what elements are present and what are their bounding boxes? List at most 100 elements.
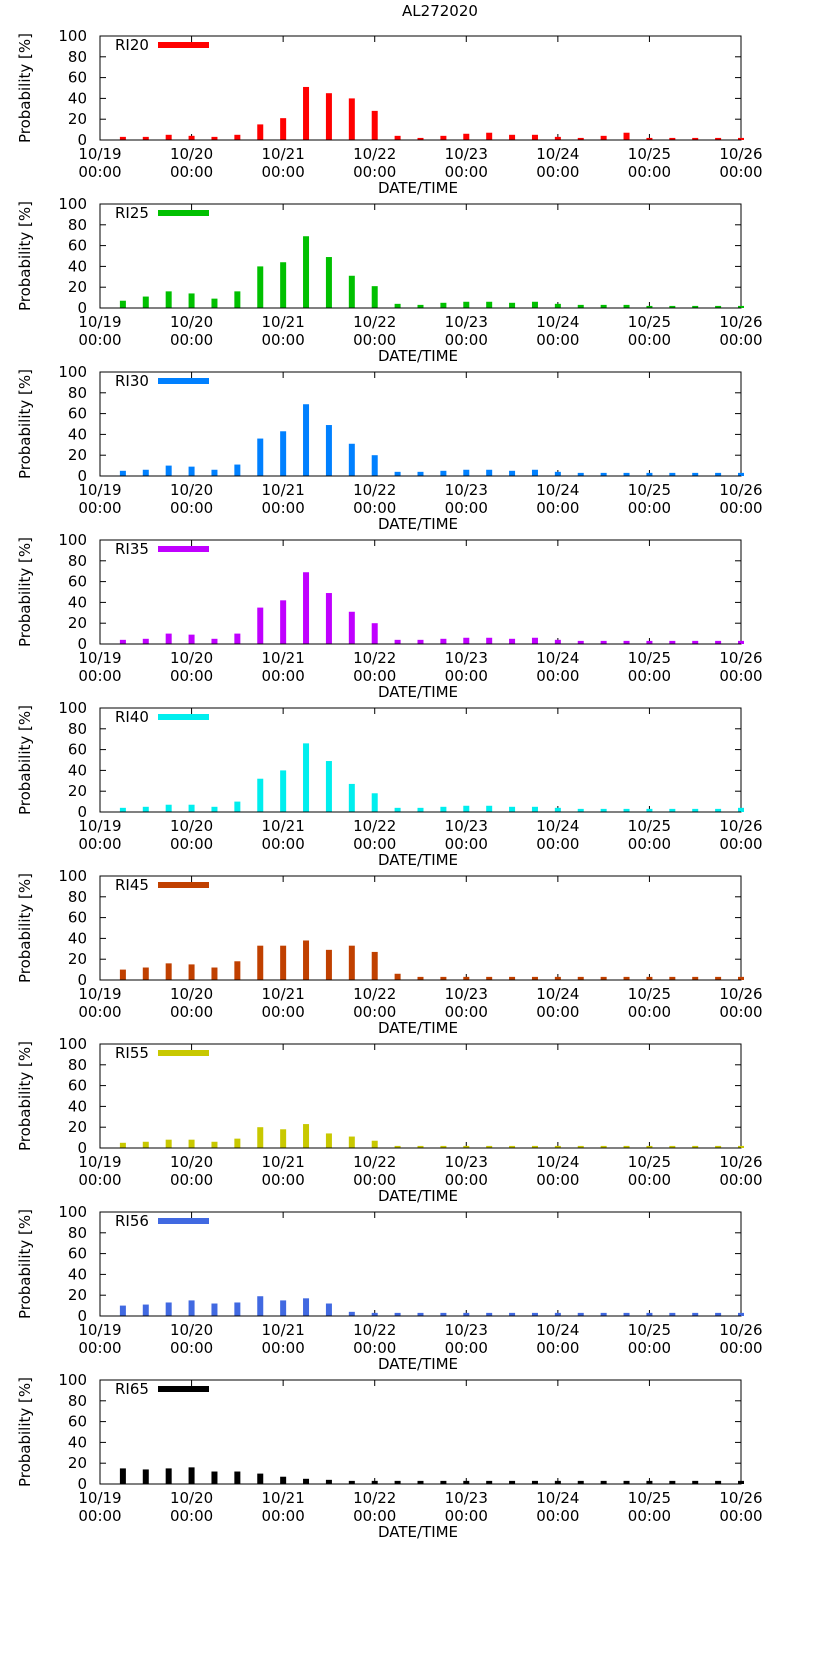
bar — [623, 132, 630, 140]
bar — [738, 1145, 744, 1148]
bar — [394, 471, 401, 476]
bar — [371, 110, 378, 140]
bar — [463, 133, 470, 140]
bar — [142, 967, 149, 980]
bar — [303, 86, 310, 140]
bar — [394, 973, 401, 980]
x-tick-label-date: 10/23 — [445, 1489, 488, 1507]
panel-ri35: 02040608010010/1900:0010/2000:0010/2100:… — [16, 531, 763, 701]
x-tick-label-date: 10/26 — [719, 313, 762, 331]
bar — [509, 806, 516, 812]
x-tick-label-time: 00:00 — [628, 499, 671, 517]
bar — [577, 976, 584, 980]
x-tick-label-time: 00:00 — [353, 835, 396, 853]
bar — [692, 808, 699, 812]
bar — [280, 1476, 287, 1484]
bar — [646, 1480, 653, 1484]
x-tick-label-date: 10/23 — [445, 1153, 488, 1171]
bar — [486, 1312, 493, 1316]
bar — [280, 945, 287, 980]
bar — [165, 291, 172, 308]
x-tick-label-time: 00:00 — [445, 163, 488, 181]
bar — [211, 806, 218, 812]
y-tick-label: 40 — [68, 257, 87, 275]
x-tick-label-date: 10/24 — [536, 1321, 579, 1339]
x-tick-label-date: 10/23 — [445, 1321, 488, 1339]
bar — [371, 286, 378, 308]
x-tick-label-date: 10/20 — [170, 985, 213, 1003]
x-tick-label-time: 00:00 — [262, 835, 305, 853]
x-tick-label-time: 00:00 — [536, 1003, 579, 1021]
bar — [188, 804, 195, 812]
x-tick-label-date: 10/19 — [78, 1321, 121, 1339]
bar — [623, 1312, 630, 1316]
bar — [646, 1145, 653, 1148]
bar — [531, 1480, 538, 1484]
x-axis-title: DATE/TIME — [378, 1355, 458, 1373]
bar — [119, 807, 126, 812]
x-tick-label-date: 10/19 — [78, 649, 121, 667]
bar — [531, 637, 538, 644]
bar — [577, 808, 584, 812]
bar — [554, 136, 561, 140]
bar — [486, 132, 493, 140]
bar — [142, 296, 149, 308]
x-tick-label-time: 00:00 — [719, 1171, 762, 1189]
bar — [577, 1145, 584, 1148]
bar — [325, 1133, 332, 1148]
y-tick-label: 80 — [68, 888, 87, 906]
panel-ri20: 02040608010010/1900:0010/2000:0010/2100:… — [16, 27, 763, 197]
bar — [371, 1480, 378, 1484]
bar — [165, 804, 172, 812]
x-tick-label-time: 00:00 — [536, 331, 579, 349]
x-tick-label-date: 10/26 — [719, 1489, 762, 1507]
x-tick-label-time: 00:00 — [628, 1507, 671, 1525]
bar — [440, 1312, 447, 1316]
legend-label: RI56 — [115, 1212, 149, 1230]
bar — [257, 438, 264, 476]
bar — [646, 305, 653, 308]
bar — [142, 469, 149, 476]
y-tick-label: 20 — [68, 1118, 87, 1136]
y-axis-title: Probability [%] — [16, 873, 34, 983]
bar — [188, 466, 195, 476]
bar — [486, 469, 493, 476]
y-axis-title: Probability [%] — [16, 33, 34, 143]
x-tick-label-time: 00:00 — [536, 499, 579, 517]
bar — [554, 471, 561, 476]
bar — [325, 593, 332, 644]
bar — [692, 1312, 699, 1316]
y-tick-label: 100 — [58, 867, 87, 885]
x-tick-label-date: 10/26 — [719, 481, 762, 499]
bar — [188, 634, 195, 644]
x-tick-label-date: 10/26 — [719, 145, 762, 163]
bar — [280, 118, 287, 140]
bar — [600, 1145, 607, 1148]
x-tick-label-date: 10/19 — [78, 313, 121, 331]
bar — [280, 431, 287, 476]
y-tick-label: 0 — [77, 299, 87, 317]
y-tick-label: 40 — [68, 1433, 87, 1451]
x-tick-label-time: 00:00 — [78, 331, 121, 349]
y-tick-label: 100 — [58, 699, 87, 717]
y-tick-label: 60 — [68, 909, 87, 927]
y-axis-title: Probability [%] — [16, 1041, 34, 1151]
bar — [509, 976, 516, 980]
bar — [348, 275, 355, 308]
bar — [738, 472, 744, 476]
y-tick-label: 0 — [77, 1307, 87, 1325]
x-tick-label-date: 10/21 — [262, 649, 305, 667]
x-tick-label-date: 10/21 — [262, 1489, 305, 1507]
bar — [371, 1140, 378, 1148]
x-axis-title: DATE/TIME — [378, 683, 458, 701]
x-tick-label-time: 00:00 — [353, 1339, 396, 1357]
bar — [234, 1471, 241, 1484]
bar — [119, 639, 126, 644]
bar — [165, 1302, 172, 1316]
x-tick-label-date: 10/26 — [719, 1153, 762, 1171]
legend-swatch — [158, 42, 209, 48]
bar — [669, 305, 676, 308]
plot-frame — [99, 539, 742, 645]
bar — [531, 806, 538, 812]
x-tick-label-time: 00:00 — [628, 1003, 671, 1021]
